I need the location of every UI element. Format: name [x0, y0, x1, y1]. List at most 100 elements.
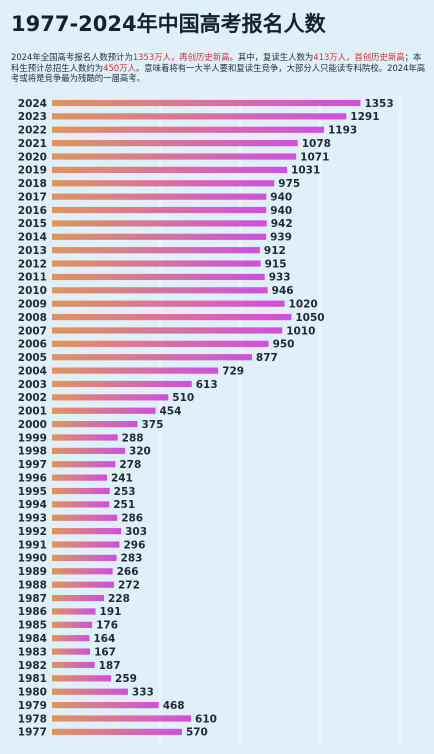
value-label-2003: 613: [196, 379, 218, 391]
year-label-2019: 2019: [18, 165, 47, 177]
value-label-2014: 939: [270, 232, 292, 244]
desc-highlight-2: 413万人，首创历史新高: [313, 52, 405, 62]
bar-1981: [52, 675, 112, 682]
bar-2017: [52, 193, 267, 200]
year-label-2011: 2011: [18, 272, 47, 284]
value-label-1980: 333: [132, 687, 154, 699]
bar-1978: [52, 715, 192, 722]
value-label-2021: 1078: [302, 138, 331, 150]
value-label-2008: 1050: [295, 312, 324, 324]
value-label-1984: 164: [93, 633, 115, 645]
bar-1983: [52, 648, 91, 655]
value-label-2001: 454: [160, 406, 182, 418]
year-label-2014: 2014: [18, 232, 47, 244]
value-label-1983: 167: [94, 646, 116, 658]
bars: [52, 99, 361, 735]
bar-1997: [52, 461, 116, 468]
bar-2007: [52, 327, 283, 334]
value-label-2015: 942: [271, 218, 293, 230]
bar-1984: [52, 635, 90, 642]
year-label-2018: 2018: [18, 178, 47, 190]
chart-title: 1977-2024年中国高考报名人数: [11, 12, 326, 36]
bar-2004: [52, 367, 219, 374]
value-label-2018: 975: [278, 178, 300, 190]
bar-2011: [52, 273, 265, 281]
value-label-2005: 877: [256, 352, 278, 364]
value-label-2024: 1353: [364, 98, 393, 110]
bar-1991: [52, 541, 120, 548]
value-label-1985: 176: [96, 620, 118, 632]
bar-1982: [52, 661, 95, 669]
value-label-1979: 468: [163, 700, 185, 712]
year-label-2013: 2013: [18, 245, 47, 257]
value-label-2002: 510: [172, 392, 194, 404]
value-label-1977: 570: [186, 727, 208, 739]
bar-1979: [52, 702, 159, 709]
value-label-2022: 1193: [328, 125, 357, 137]
year-label-2001: 2001: [18, 406, 47, 418]
year-label-1981: 1981: [18, 673, 47, 685]
bar-2000: [52, 421, 138, 428]
year-label-1989: 1989: [18, 566, 47, 578]
bar-1995: [52, 487, 110, 495]
value-label-1989: 266: [117, 566, 139, 578]
year-label-1983: 1983: [18, 646, 47, 658]
year-label-1986: 1986: [18, 606, 47, 618]
year-label-1997: 1997: [18, 459, 47, 471]
bar-2021: [52, 140, 298, 147]
value-label-1986: 191: [100, 606, 122, 618]
bar-2014: [52, 233, 267, 240]
year-label-2004: 2004: [18, 365, 47, 377]
year-label-2021: 2021: [18, 138, 47, 150]
year-label-2009: 2009: [18, 299, 47, 311]
bar-1992: [52, 528, 122, 535]
year-label-1987: 1987: [18, 593, 47, 605]
value-labels: 1353129111931078107110319759409409429399…: [93, 98, 393, 739]
bar-1998: [52, 447, 125, 454]
year-label-1992: 1992: [18, 526, 47, 538]
year-label-1993: 1993: [18, 513, 47, 525]
bar-2002: [52, 394, 169, 401]
value-label-1990: 283: [121, 553, 143, 565]
value-label-1996: 241: [111, 472, 133, 484]
bar-2022: [52, 126, 324, 133]
desc-text-1: 2024年全国高考报名人数预计为: [11, 52, 133, 62]
bar-1988: [52, 581, 115, 588]
year-label-2002: 2002: [18, 392, 47, 404]
bar-2008: [52, 313, 292, 321]
year-label-2005: 2005: [18, 352, 47, 364]
year-label-1978: 1978: [18, 713, 47, 725]
bar-1999: [52, 434, 118, 441]
value-label-1998: 320: [129, 446, 151, 458]
value-label-2009: 1020: [289, 299, 318, 311]
year-label-1984: 1984: [18, 633, 47, 645]
bar-1980: [52, 688, 128, 695]
desc-text-3: ；本科生预计总招生人数约为: [11, 52, 422, 73]
year-label-2020: 2020: [18, 151, 47, 163]
value-label-1992: 303: [125, 526, 147, 538]
year-label-1990: 1990: [18, 553, 47, 565]
value-label-2017: 940: [270, 191, 292, 203]
bar-2005: [52, 354, 252, 361]
bar-2020: [52, 153, 297, 160]
bar-2019: [52, 166, 288, 173]
desc-highlight-1: 1353万人，再创历史新高: [132, 52, 230, 62]
bar-1993: [52, 514, 118, 521]
value-label-1994: 251: [113, 499, 135, 511]
bar-2015: [52, 220, 267, 227]
year-label-2016: 2016: [18, 205, 47, 217]
value-label-2010: 946: [272, 285, 294, 297]
value-label-2011: 933: [269, 272, 291, 284]
year-label-2007: 2007: [18, 325, 47, 337]
value-label-1981: 259: [115, 673, 137, 685]
year-label-1994: 1994: [18, 499, 47, 511]
year-label-2006: 2006: [18, 339, 47, 351]
value-label-2019: 1031: [291, 165, 320, 177]
value-label-2023: 1291: [350, 111, 379, 123]
year-label-2008: 2008: [18, 312, 47, 324]
value-label-2006: 950: [273, 339, 295, 351]
bar-2010: [52, 287, 268, 294]
bar-1994: [52, 501, 110, 508]
